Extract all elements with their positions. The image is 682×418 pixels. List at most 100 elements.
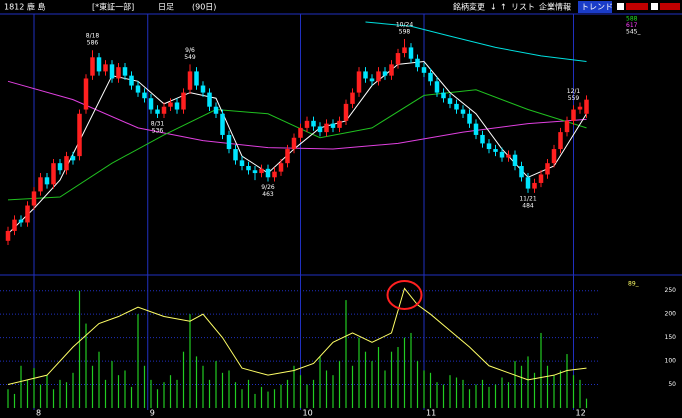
button[interactable]: リスト — [511, 3, 535, 12]
market: [*東証一部] — [92, 2, 134, 12]
annotation-date: 8/18 — [86, 33, 100, 40]
button[interactable]: ↑ — [500, 3, 507, 12]
button[interactable]: 企業情報 — [539, 2, 571, 12]
annotation-price: 586 — [87, 40, 99, 47]
candle-body — [181, 92, 186, 110]
candle-body — [31, 191, 37, 206]
candle-body — [434, 81, 440, 93]
x-tick-label: 8 — [36, 409, 41, 418]
candle-body — [343, 103, 349, 121]
candle-body — [545, 163, 550, 175]
candle-body — [480, 134, 485, 144]
candle-body — [252, 170, 258, 174]
candle-body — [532, 182, 537, 189]
candle-body — [220, 113, 225, 135]
candle-body — [18, 219, 24, 223]
candle-body — [194, 71, 199, 86]
legend-value: 588 — [626, 16, 638, 23]
candle-body — [70, 156, 76, 161]
legend-value: 617 — [626, 22, 638, 29]
candle-body — [200, 85, 206, 93]
candle-body — [96, 57, 102, 72]
candle-body — [83, 78, 89, 110]
candle-body — [174, 102, 180, 110]
line — [7, 287, 587, 386]
annotation-price: 559 — [568, 95, 580, 102]
candle-body — [473, 123, 479, 135]
candle-body — [356, 71, 362, 93]
candle-body — [57, 163, 63, 171]
candle-body — [187, 71, 193, 90]
checkbox-label — [626, 3, 648, 10]
candle-body — [577, 106, 583, 110]
candle-body — [512, 154, 518, 166]
candle-body — [551, 149, 557, 164]
candle-body — [265, 168, 271, 178]
x-tick-label: 11 — [426, 409, 436, 418]
candle-body — [38, 177, 43, 192]
candle-body — [493, 149, 498, 152]
candle-body — [226, 134, 232, 150]
candle-body — [584, 99, 589, 114]
candle-body — [304, 120, 310, 128]
candle-body — [90, 57, 95, 76]
line — [7, 80, 587, 150]
annotation-date: 10/24 — [396, 21, 413, 28]
candle-body — [499, 151, 505, 158]
candle-body — [519, 166, 524, 178]
candle-body — [233, 149, 238, 161]
candle-body — [168, 102, 173, 107]
candle-body — [51, 163, 56, 185]
checkbox-label — [660, 3, 680, 10]
x-tick-label: 12 — [576, 409, 586, 418]
candle-body — [12, 219, 17, 231]
button[interactable]: 銘柄変更 — [453, 2, 485, 12]
y-tick-label: 250 — [665, 287, 677, 294]
annotation-date: 9/6 — [185, 47, 195, 54]
legend-value: 545_ — [626, 29, 641, 36]
candle-body — [311, 120, 316, 127]
candle-body — [317, 126, 323, 133]
candle-body — [421, 67, 427, 73]
y-tick-label: 50 — [668, 381, 676, 388]
candle-body — [525, 177, 531, 189]
candle-body — [571, 109, 576, 121]
button[interactable]: トレンド — [581, 3, 613, 12]
button[interactable]: ↓ — [490, 3, 497, 12]
checkbox[interactable] — [617, 3, 624, 10]
annotation-price: 598 — [399, 28, 411, 35]
highlight-circle — [386, 280, 423, 310]
candle-body — [44, 177, 50, 185]
line — [365, 21, 587, 63]
candle-body — [122, 67, 128, 76]
annotation-date: 11/21 — [519, 195, 536, 202]
candle-body — [447, 98, 453, 104]
active-button-bg — [578, 1, 612, 13]
x-tick-label: 10 — [303, 409, 313, 418]
candle-body — [207, 92, 212, 107]
candle-body — [103, 64, 108, 72]
candle-body — [454, 103, 459, 110]
candle-body — [272, 171, 277, 178]
candle-body — [239, 160, 245, 166]
candle-body — [506, 154, 511, 158]
candle-body — [363, 71, 368, 79]
line — [7, 89, 587, 201]
annotation-price: 549 — [184, 54, 196, 61]
candle-body — [116, 67, 121, 79]
candle-body — [291, 137, 297, 150]
candle-body — [538, 174, 544, 183]
candle-body — [259, 168, 264, 174]
candle-body — [5, 230, 11, 241]
checkbox[interactable] — [651, 3, 658, 10]
candle-body — [376, 71, 381, 82]
y-tick-label: 150 — [665, 334, 677, 341]
candle-body — [155, 109, 160, 114]
y-tick-label: 100 — [665, 358, 677, 365]
candle-body — [161, 106, 167, 114]
candle-body — [135, 85, 141, 93]
candle-body — [389, 64, 394, 76]
candle-body — [64, 156, 69, 171]
candle-body — [278, 163, 284, 172]
